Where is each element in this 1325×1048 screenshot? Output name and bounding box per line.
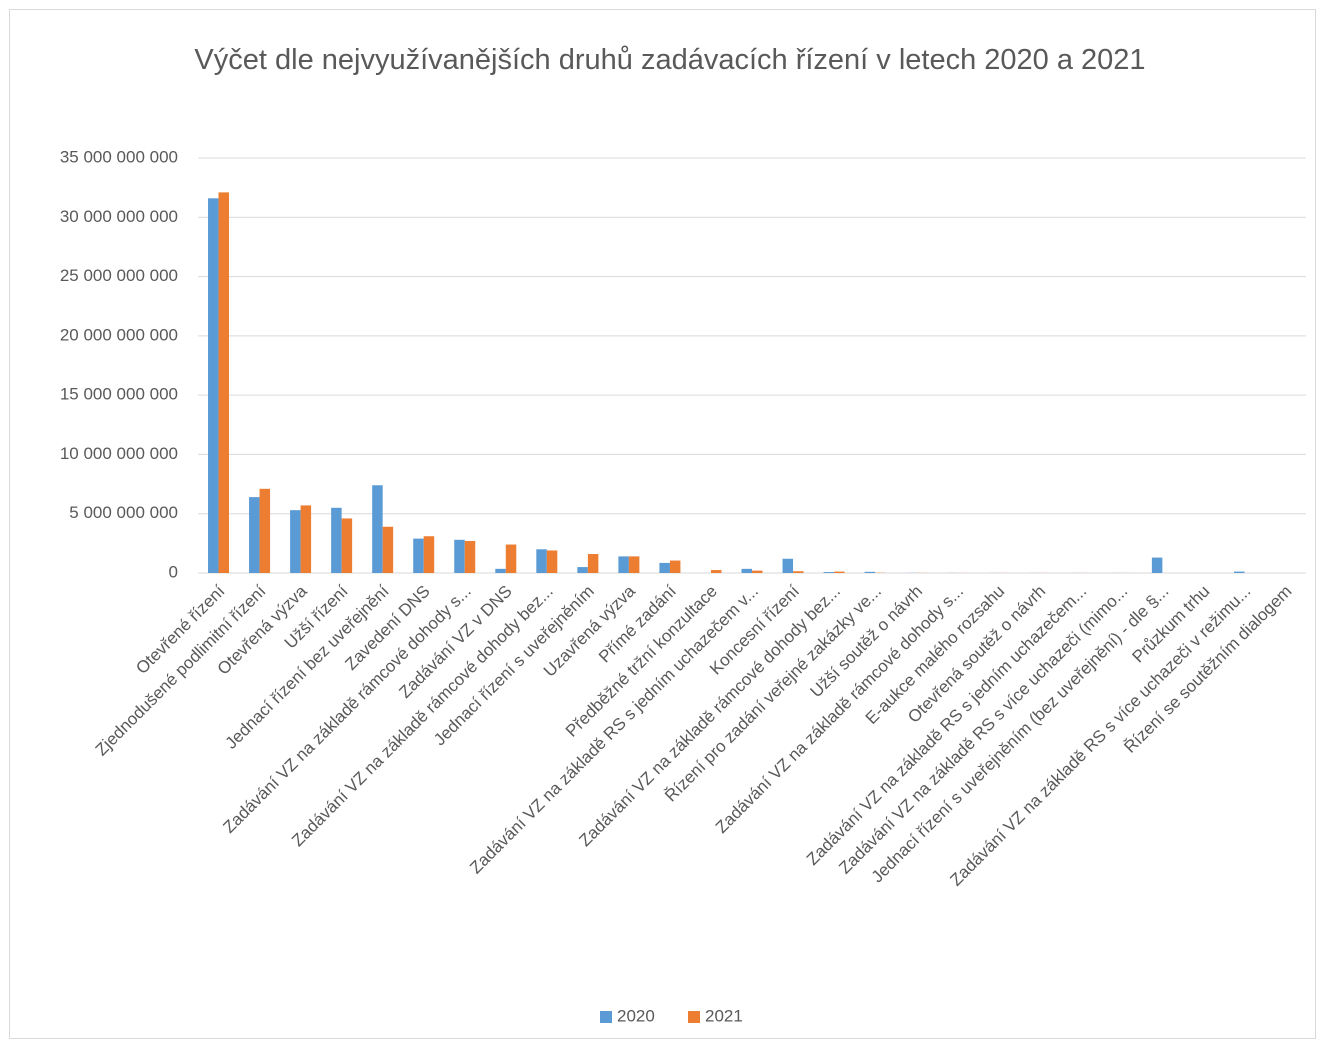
bar [454,539,465,573]
bar [752,570,763,573]
bar [495,568,506,573]
bar [331,507,342,573]
bar [587,554,599,573]
bar [823,572,835,573]
bar [864,571,876,573]
bar [546,550,558,573]
bar [793,571,804,573]
bar [382,526,394,573]
bar [372,485,383,573]
legend-label: 2020 [617,1006,655,1025]
bar [536,549,547,573]
y-tick-label: 20 000 000 000 [60,325,178,344]
bar [423,536,435,573]
bar [300,505,312,573]
y-tick-label: 35 000 000 000 [60,147,178,166]
bar [741,568,752,573]
chart-title: Výčet dle nejvyužívanějších druhů zadáva… [194,44,1146,76]
bar [505,544,517,573]
y-tick-label: 30 000 000 000 [60,207,178,226]
bar [834,571,845,573]
bar [341,518,353,573]
legend-label: 2021 [705,1006,743,1025]
bar [628,556,640,573]
bar [618,556,629,573]
bar [659,562,670,573]
y-tick-label: 25 000 000 000 [60,266,178,285]
chart-frame [9,9,1316,1039]
y-tick-label: 0 [169,562,178,581]
bar [218,192,230,573]
bar [413,538,424,573]
bar [208,198,219,574]
bar [669,560,681,573]
bar [1233,571,1245,573]
bar [290,510,301,573]
bar [577,567,588,573]
y-tick-label: 5 000 000 000 [69,503,178,522]
bar [249,497,260,573]
bar [710,570,722,573]
y-tick-label: 10 000 000 000 [60,444,178,463]
legend-swatch [688,1011,700,1023]
bar [464,540,476,573]
bar [782,558,794,573]
y-tick-label: 15 000 000 000 [60,385,178,404]
bar [259,488,271,573]
bar [1151,557,1163,573]
legend-swatch [600,1011,612,1023]
